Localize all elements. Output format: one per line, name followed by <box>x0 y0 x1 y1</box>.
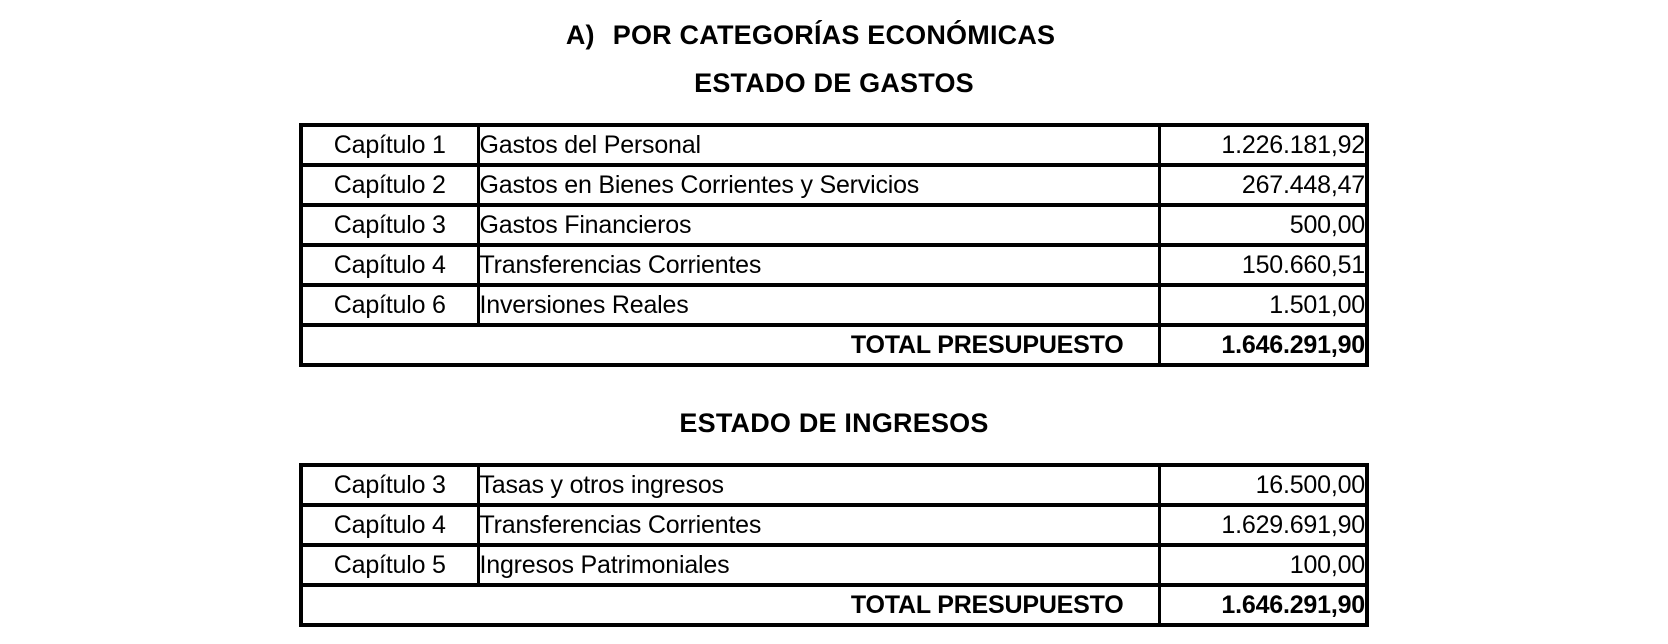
amount-cell: 1.226.181,92 <box>1157 123 1369 167</box>
table-row: Capítulo 2 Gastos en Bienes Corrientes y … <box>299 163 1369 207</box>
table-row: Capítulo 3 Tasas y otros ingresos 16.500,0… <box>299 463 1369 507</box>
chapter-cell: Capítulo 3 <box>299 203 480 247</box>
description-cell: Gastos en Bienes Corrientes y Servicios <box>476 163 1161 207</box>
gastos-table: Capítulo 1 Gastos del Personal 1.226.181,9… <box>299 123 1369 367</box>
amount-cell: 1.501,00 <box>1157 283 1369 327</box>
section-title: A) POR CATEGORÍAS ECONÓMICAS <box>565 20 1056 50</box>
table-row: Capítulo 1 Gastos del Personal 1.226.181,9… <box>299 123 1369 167</box>
gastos-heading: ESTADO DE GASTOS <box>694 68 974 98</box>
amount-cell: 1.629.691,90 <box>1157 503 1369 547</box>
total-label-cell: TOTAL PRESUPUESTO <box>299 323 1161 367</box>
total-row: TOTAL PRESUPUESTO 1.646.291,90 <box>299 323 1369 367</box>
amount-cell: 16.500,00 <box>1157 463 1369 507</box>
description-cell: Gastos Financieros <box>476 203 1161 247</box>
section-a-heading: A) POR CATEGORÍAS ECONÓMICAS <box>0 0 1668 49</box>
total-amount-cell: 1.646.291,90 <box>1157 583 1369 627</box>
total-amount-cell: 1.646.291,90 <box>1157 323 1369 367</box>
ingresos-table: Capítulo 3 Tasas y otros ingresos 16.500,0… <box>299 463 1369 627</box>
section-marker: A) <box>565 20 595 50</box>
chapter-cell: Capítulo 1 <box>299 123 480 167</box>
amount-cell: 500,00 <box>1157 203 1369 247</box>
table-row: Capítulo 5 Ingresos Patrimoniales 100,00 <box>299 543 1369 587</box>
description-cell: Tasas y otros ingresos <box>476 463 1161 507</box>
total-label-cell: TOTAL PRESUPUESTO <box>299 583 1161 627</box>
table-row: Capítulo 4 Transferencias Corrientes 150.6… <box>299 243 1369 287</box>
description-cell: Ingresos Patrimoniales <box>476 543 1161 587</box>
chapter-cell: Capítulo 2 <box>299 163 480 207</box>
amount-cell: 267.448,47 <box>1157 163 1369 207</box>
chapter-cell: Capítulo 4 <box>299 243 480 287</box>
description-cell: Transferencias Corrientes <box>476 503 1161 547</box>
description-cell: Inversiones Reales <box>476 283 1161 327</box>
description-cell: Gastos del Personal <box>476 123 1161 167</box>
description-cell: Transferencias Corrientes <box>476 243 1161 287</box>
table-row: Capítulo 4 Transferencias Corrientes 1.629… <box>299 503 1369 547</box>
chapter-cell: Capítulo 6 <box>299 283 480 327</box>
total-row: TOTAL PRESUPUESTO 1.646.291,90 <box>299 583 1369 627</box>
amount-cell: 100,00 <box>1157 543 1369 587</box>
chapter-cell: Capítulo 5 <box>299 543 480 587</box>
chapter-cell: Capítulo 4 <box>299 503 480 547</box>
table-row: Capítulo 6 Inversiones Reales 1.501,00 <box>299 283 1369 327</box>
table-row: Capítulo 3 Gastos Financieros 500,00 <box>299 203 1369 247</box>
amount-cell: 150.660,51 <box>1157 243 1369 287</box>
ingresos-heading: ESTADO DE INGRESOS <box>679 408 989 438</box>
chapter-cell: Capítulo 3 <box>299 463 480 507</box>
